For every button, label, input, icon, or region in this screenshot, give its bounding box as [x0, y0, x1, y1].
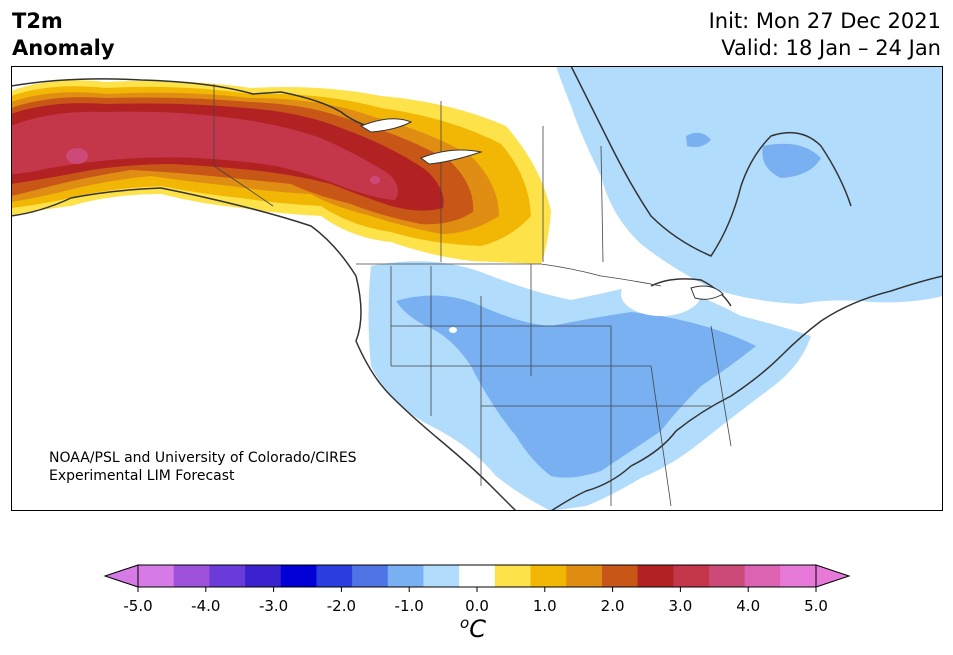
colorbar-cell	[245, 565, 282, 587]
colorbar-cell	[744, 565, 781, 587]
coastlines	[11, 66, 943, 511]
colorbar-tick-label: 0.0	[465, 597, 489, 615]
cold-anomaly-south	[368, 261, 811, 511]
credit-line-1: NOAA/PSL and University of Colorado/CIRE…	[49, 450, 357, 466]
map-frame	[11, 66, 943, 511]
lakes	[359, 118, 724, 300]
colorbar-tick-label: 4.0	[736, 597, 760, 615]
unit-letter: C	[469, 615, 486, 643]
borders	[213, 84, 732, 507]
colorbar-unit: oC	[460, 614, 486, 643]
colorbar-under-triangle	[103, 564, 139, 588]
colorbar-cell	[280, 565, 317, 587]
cold-anomaly-north	[556, 66, 943, 304]
colorbar-cell	[494, 565, 532, 587]
colorbar-cell	[173, 565, 210, 587]
colorbar-cell	[316, 565, 353, 587]
unit-degree: o	[460, 614, 470, 632]
colorbar-tick-label: 5.0	[804, 597, 828, 615]
forecast-dates: Init: Mon 27 Dec 2021 Valid: 18 Jan – 24…	[709, 8, 941, 62]
anomaly-map	[11, 66, 943, 511]
colorbar-ticks: -5.0 -4.0 -3.0 -2.0 -1.0 0.0 1.0 2.0 3.0 4.0 5.0	[123, 587, 828, 615]
title-line-1: T2m	[12, 9, 63, 33]
colorbar-tick-label: -4.0	[191, 597, 220, 615]
colorbar-cell	[423, 565, 460, 587]
init-date: Init: Mon 27 Dec 2021	[708, 9, 941, 33]
colorbar-cells	[138, 565, 817, 587]
colorbar-cell	[459, 565, 496, 587]
colorbar-cell	[387, 565, 424, 587]
colorbar-tick-label: -5.0	[123, 597, 152, 615]
colorbar-cell	[780, 565, 817, 587]
colorbar-cell	[673, 565, 710, 587]
colorbar-cell	[209, 565, 246, 587]
colorbar-cell	[566, 565, 603, 587]
colorbar-tick-label: 1.0	[533, 597, 557, 615]
colorbar-cell	[138, 565, 175, 587]
colorbar-cell	[637, 565, 674, 587]
colorbar-cell	[530, 565, 567, 587]
colorbar: -5.0 -4.0 -3.0 -2.0 -1.0 0.0 1.0 2.0 3.0 4.0 5.0	[103, 564, 851, 615]
colorbar-over-triangle	[815, 564, 851, 588]
chart-title: T2m Anomaly	[12, 8, 115, 62]
title-line-2: Anomaly	[12, 36, 115, 60]
colorbar-cell	[708, 565, 746, 587]
colorbar-tick-label: -2.0	[327, 597, 356, 615]
colorbar-cell	[601, 565, 639, 587]
colorbar-tick-label: 3.0	[668, 597, 692, 615]
colorbar-cell	[352, 565, 389, 587]
valid-date: Valid: 18 Jan – 24 Jan	[721, 36, 941, 60]
colorbar-tick-label: -3.0	[259, 597, 288, 615]
colorbar-tick-label: 2.0	[601, 597, 625, 615]
credit-text: NOAA/PSL and University of Colorado/CIRE…	[49, 449, 357, 485]
credit-line-2: Experimental LIM Forecast	[49, 468, 235, 484]
colorbar-tick-label: -1.0	[395, 597, 424, 615]
